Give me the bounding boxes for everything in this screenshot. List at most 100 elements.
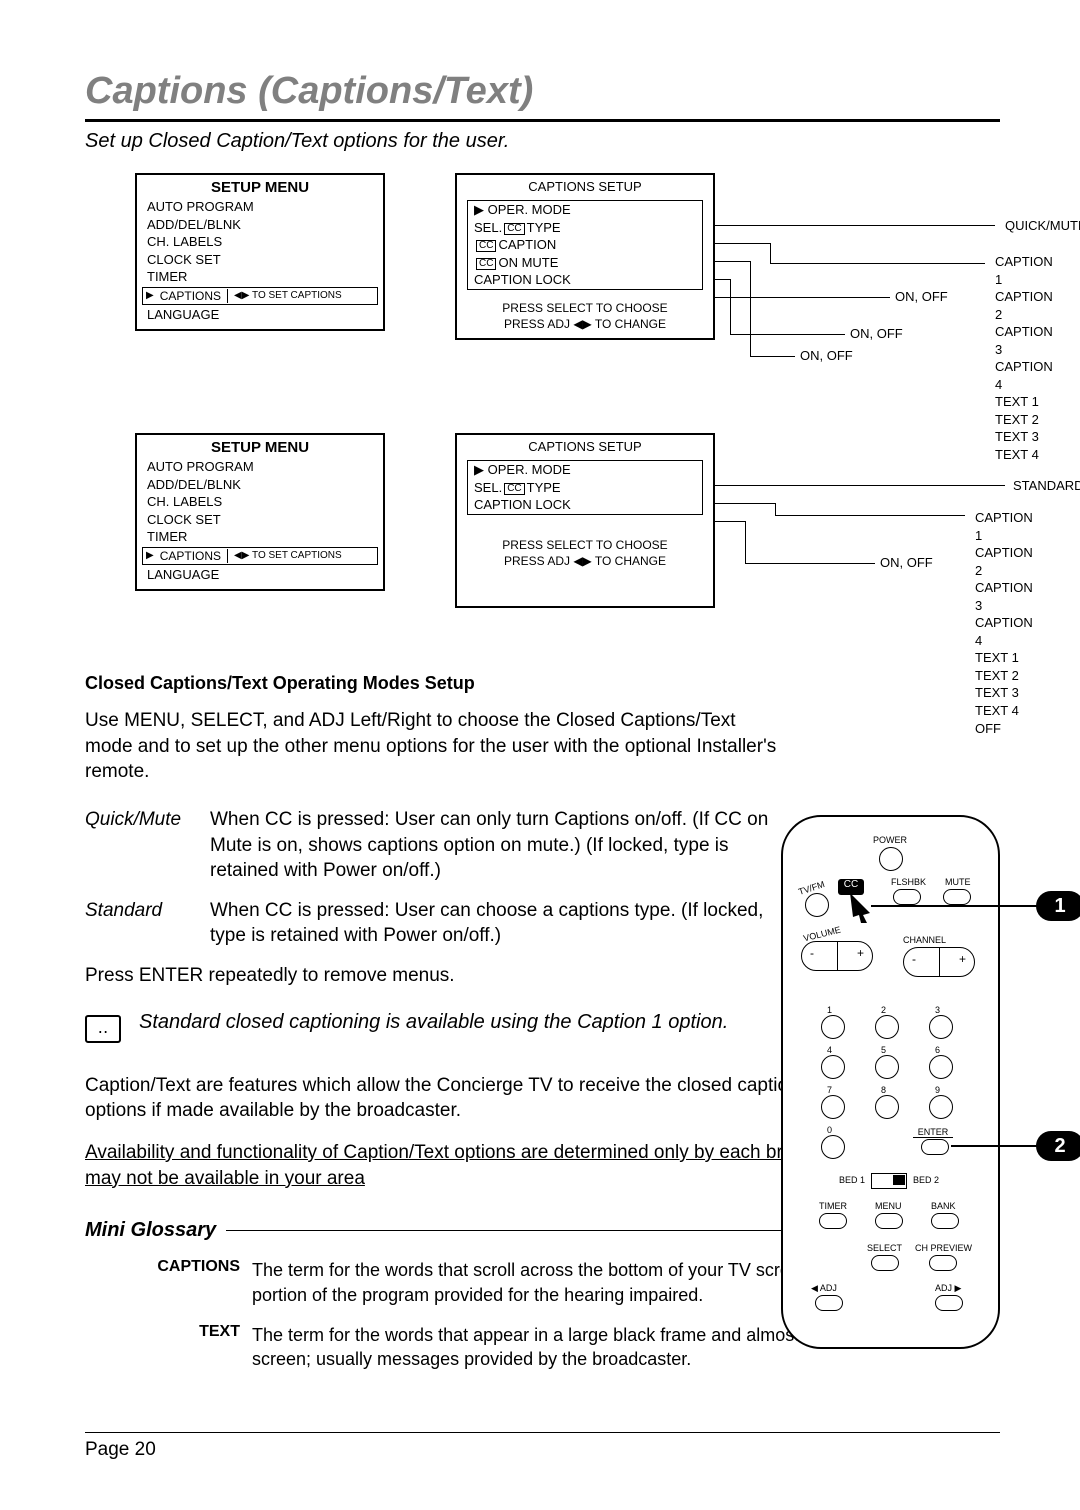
keypad-button: [875, 1095, 899, 1119]
mute-button: [943, 889, 971, 905]
captions-row: ▶ CAPTIONS ◀▶ TO SET CAPTIONS: [142, 547, 378, 565]
key-label: 3: [935, 1005, 940, 1015]
key-label: 0: [827, 1125, 832, 1135]
remote-label-bed2: BED 2: [913, 1175, 939, 1185]
connector: [775, 515, 965, 516]
adj-left-button: [815, 1295, 843, 1311]
menu-item: CH. LABELS: [137, 493, 383, 511]
remote-label-adjr: ADJ ▶: [935, 1283, 961, 1294]
remote-label-menu: MENU: [875, 1201, 902, 1211]
connector: [750, 356, 795, 357]
title-rule: [85, 119, 1000, 122]
callout-1: 1: [1036, 891, 1080, 921]
menu-item: LANGUAGE: [137, 566, 383, 590]
mode-desc: When CC is pressed: User can only turn C…: [210, 807, 770, 884]
caps-row: ▶ OPER. MODE: [468, 201, 702, 219]
remote-label-power: POWER: [873, 835, 907, 845]
flshbk-button: [893, 889, 921, 905]
note-text: Standard closed captioning is available …: [139, 1011, 728, 1034]
minus-icon: -: [912, 952, 916, 966]
mode-label: Standard: [85, 898, 210, 949]
remote-label-timer: TIMER: [819, 1201, 847, 1211]
glossary-term: TEXT: [85, 1323, 252, 1372]
list-item: CAPTION 4: [995, 358, 1053, 393]
captions-setup-2: CAPTIONS SETUP ▶ OPER. MODE SEL.CCTYPE C…: [455, 433, 715, 608]
keypad-button: [929, 1055, 953, 1079]
connector: [715, 225, 995, 226]
connector: [715, 503, 775, 504]
connector: [775, 503, 776, 515]
list-item: CAPTION 3: [975, 579, 1033, 614]
bed-switch: [871, 1173, 907, 1189]
caption-list-2: CAPTION 1 CAPTION 2 CAPTION 3 CAPTION 4 …: [975, 509, 1033, 737]
caps-row: SEL.CCTYPE: [468, 479, 702, 497]
captions-row: ▶ CAPTIONS ◀▶ TO SET CAPTIONS: [142, 287, 378, 305]
help-line: PRESS SELECT TO CHOOSE: [457, 537, 713, 553]
captions-setup-header: CAPTIONS SETUP: [457, 175, 713, 200]
callout-line: [951, 1145, 1041, 1147]
connector: [745, 521, 746, 563]
keypad-button: [821, 1015, 845, 1039]
help-line: PRESS ADJ ◀▶ TO CHANGE: [457, 553, 713, 569]
menu-item: CLOCK SET: [137, 511, 383, 529]
onoff-label: ON, OFF: [895, 289, 948, 304]
onoff-label: ON, OFF: [880, 555, 933, 570]
connector: [730, 279, 731, 334]
keypad-button: [875, 1055, 899, 1079]
standard-label: STANDARD: [1013, 477, 1080, 495]
keypad-button: [929, 1095, 953, 1119]
setup-menu-header: SETUP MENU: [137, 435, 383, 458]
enter-button: [921, 1139, 949, 1155]
help-line: PRESS ADJ ◀▶ TO CHANGE: [457, 316, 713, 332]
key-label: 4: [827, 1045, 832, 1055]
list-item: TEXT 3: [995, 428, 1053, 446]
remote-label-adjl: ◀ ADJ: [811, 1283, 837, 1294]
page-number: Page 20: [85, 1439, 1000, 1461]
connector: [750, 261, 751, 356]
setup-menu-1: SETUP MENU AUTO PROGRAM ADD/DEL/BLNK CH.…: [135, 173, 385, 331]
captions-hint: ◀▶ TO SET CAPTIONS: [234, 550, 342, 561]
key-label: 9: [935, 1085, 940, 1095]
chpreview-button: [929, 1255, 957, 1271]
onoff-label: ON, OFF: [800, 348, 853, 363]
setup-menu-2: SETUP MENU AUTO PROGRAM ADD/DEL/BLNK CH.…: [135, 433, 385, 591]
connector: [770, 263, 985, 264]
connector: [730, 334, 845, 335]
menu-item: CH. LABELS: [137, 233, 383, 251]
power-button: [879, 847, 903, 871]
list-item: CAPTION 2: [995, 288, 1053, 323]
keypad-button: [929, 1015, 953, 1039]
cc-arrow-icon: [845, 893, 875, 923]
mode-desc: When CC is pressed: User can choose a ca…: [210, 898, 770, 949]
menu-button: [875, 1213, 903, 1229]
connector: [715, 521, 745, 522]
help-line: PRESS SELECT TO CHOOSE: [457, 300, 713, 316]
caps-row: CCON MUTE: [468, 254, 702, 272]
keypad-button: [821, 1055, 845, 1079]
glossary-term: CAPTIONS: [85, 1258, 252, 1307]
paragraph: Press ENTER repeatedly to remove menus.: [85, 963, 785, 989]
minus-icon: -: [810, 946, 814, 960]
list-item: TEXT 2: [995, 411, 1053, 429]
connector: [745, 563, 875, 564]
footer-rule: [85, 1432, 1000, 1433]
remote-label-enter: ENTER: [913, 1127, 953, 1138]
triangle-icon: ▶: [146, 290, 154, 301]
menu-item: ADD/DEL/BLNK: [137, 476, 383, 494]
captions-hint: ◀▶ TO SET CAPTIONS: [234, 290, 342, 301]
connector: [715, 243, 770, 244]
channel-rocker: - +: [903, 947, 975, 977]
caps-row: ▶ OPER. MODE: [468, 461, 702, 479]
plus-icon: +: [959, 952, 966, 966]
list-item: TEXT 4: [995, 446, 1053, 464]
select-button: [871, 1255, 899, 1271]
list-item: CAPTION 2: [975, 544, 1033, 579]
onoff-label: ON, OFF: [850, 326, 903, 341]
menu-item: TIMER: [137, 268, 383, 286]
callout-line: [871, 905, 1041, 907]
remote-label-chprev: CH PREVIEW: [915, 1243, 972, 1253]
remote-label-mute: MUTE: [945, 877, 971, 887]
menu-item: ADD/DEL/BLNK: [137, 216, 383, 234]
list-item: OFF: [975, 720, 1033, 738]
remote-label-select: SELECT: [867, 1243, 902, 1253]
